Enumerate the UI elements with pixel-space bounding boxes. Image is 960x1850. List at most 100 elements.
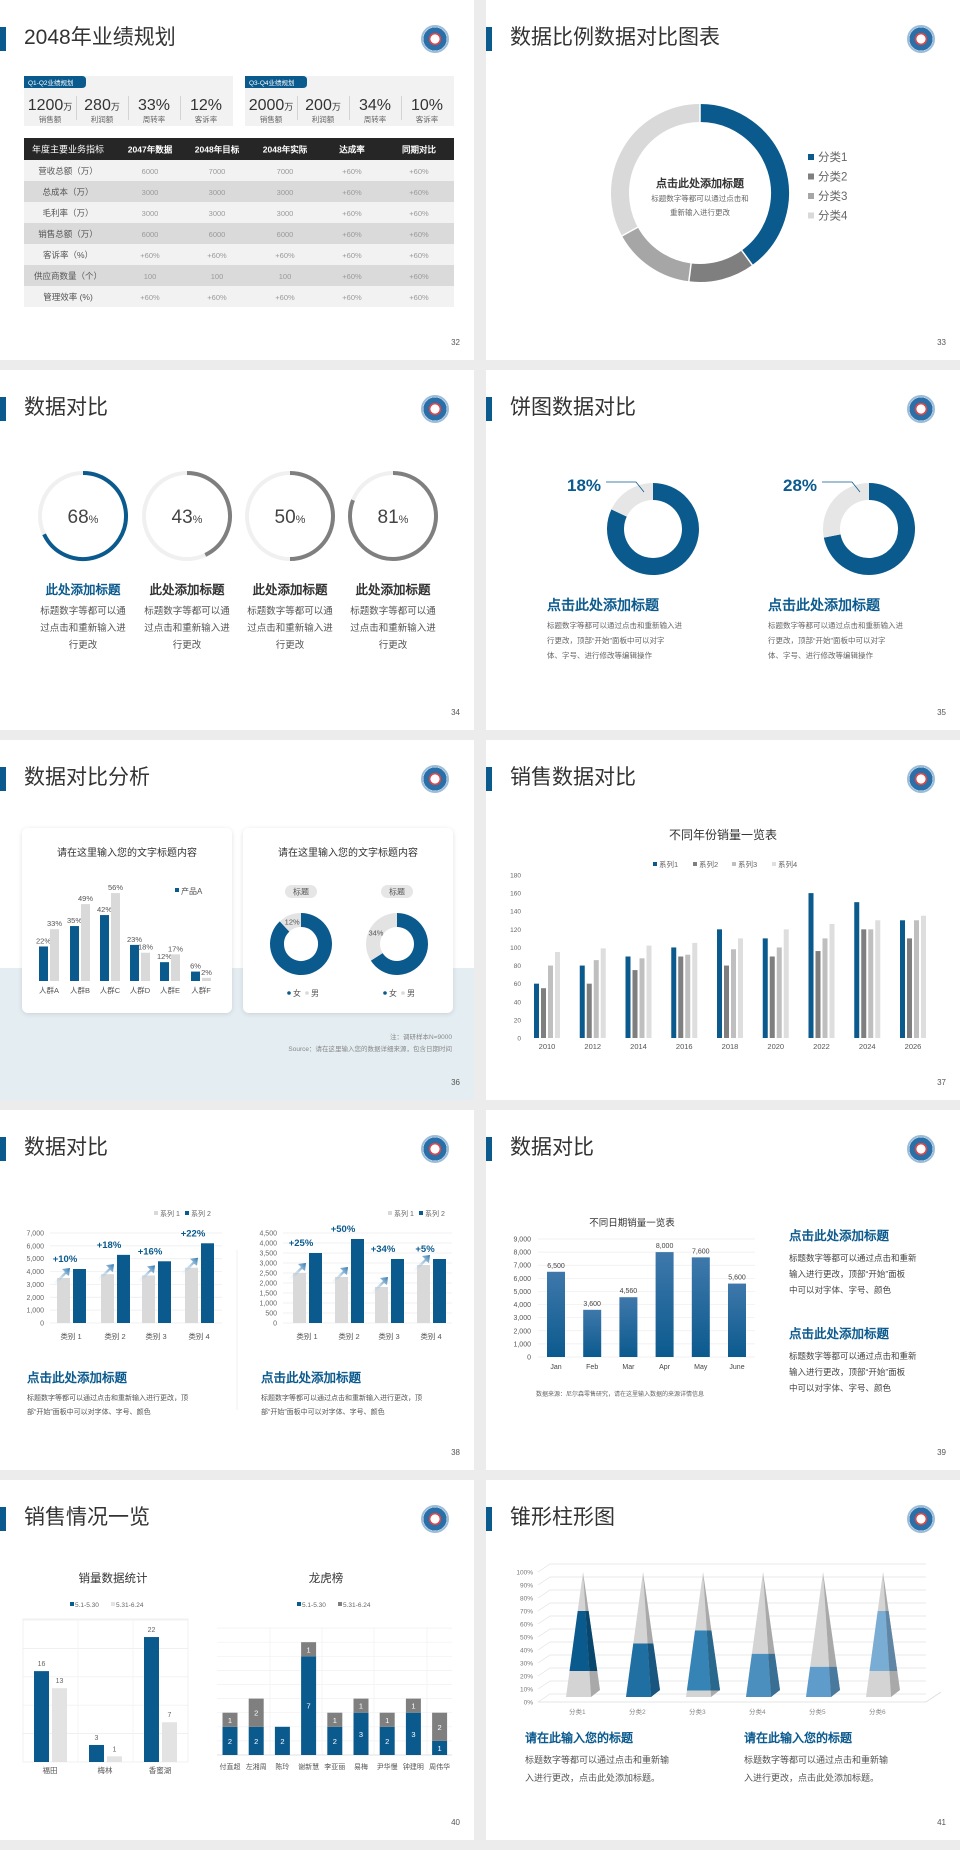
bar-data-label: 1 [113, 1746, 117, 1753]
slide-35[interactable]: 饼图数据对比 18% 点击此处添加标题 标题数字等都可以通过点击和重新输入进 行更改，顶… [486, 370, 960, 730]
slide-38[interactable]: 数据对比 0 1,000 2,000 3,000 4,000 5,000 6,000 7,000… [0, 1110, 474, 1470]
item-description: 体、字号、进行修改等编辑操作 [768, 650, 873, 660]
legend-swatch [808, 173, 814, 180]
gridline [537, 1680, 926, 1690]
table-cell: +60% [342, 251, 362, 260]
title-accent-bar [486, 27, 492, 51]
segment-label: 1 [228, 1716, 232, 1725]
cone-value-side [768, 1653, 780, 1697]
item-description: 过点击和重新输入进 [40, 622, 126, 634]
slide-37[interactable]: 销售数据对比 不同年份销量一览表 系列1 系列2 系列3 系列4 0 20 40 60 80 100 1… [486, 740, 960, 1100]
y-tick-label: 90% [520, 1583, 533, 1590]
page-number: 35 [937, 708, 946, 717]
stat-label: 客诉率 [195, 114, 218, 124]
stacked-bar-segment [432, 1712, 448, 1741]
page-number: 37 [937, 1078, 946, 1087]
growth-label: +18% [97, 1240, 122, 1251]
bar [160, 962, 169, 981]
slide-title: 数据对比 [24, 396, 108, 419]
legend-swatch [419, 1211, 423, 1215]
bar [130, 944, 139, 981]
plot-area [22, 1618, 189, 1763]
legend-label: 系列 2 [425, 1209, 445, 1218]
cone-value-side [706, 1630, 720, 1691]
slide-34[interactable]: 数据对比 68% 此处添加标题 标题数字等都可以通 过点击和重新输入进 行更改 43% 此处添… [0, 370, 474, 730]
logo-emblem-icon [421, 1135, 449, 1163]
y-tick-label: 2,000 [259, 1281, 277, 1288]
y-tick-label: 1,000 [513, 1341, 531, 1348]
slide-32[interactable]: 2048年业绩规划 Q1-Q2业绩规划 1200万 销售额 280万 利润额 33% 周转率 1… [0, 0, 474, 360]
bar [142, 1275, 155, 1323]
slide-33[interactable]: 数据比例数据对比图表 点击此处添加标题 标题数字等都可以通过点击和 重新输入进行更改 分… [486, 0, 960, 360]
cone-value-shade [585, 1611, 598, 1671]
table-cell: +60% [342, 188, 362, 197]
bar-data-label: 6,500 [547, 1263, 565, 1270]
page-number: 34 [451, 708, 460, 717]
bar-data-label: 22% [36, 936, 51, 945]
block-text: 部“开始”面板中可以对字体、字号、颜色 [27, 1407, 151, 1416]
bar [900, 920, 905, 1038]
donut-data-label: 12% [285, 918, 300, 927]
y-tick-label: 8,000 [513, 1250, 531, 1257]
progress-unit: % [296, 514, 306, 526]
bar [201, 1243, 214, 1323]
bar [875, 920, 881, 1038]
table-cell: +60% [342, 272, 362, 281]
slide-41[interactable]: 锥形柱形图 0% 10% 20% 30% 40% 50% 60% 70% 80% 90% 100% 分类… [486, 1480, 960, 1840]
y-tick-label: 2,500 [259, 1271, 277, 1278]
category-label: 类别 2 [338, 1331, 359, 1341]
category-label: 尹华慢 [377, 1762, 398, 1771]
legend-label: 5.31-6.24 [116, 1602, 144, 1609]
table-cell: +60% [409, 209, 429, 218]
stat-unit: 万 [332, 102, 341, 112]
table-row [24, 202, 454, 223]
cone-upper-front [806, 1572, 831, 1697]
item-title: 此处添加标题 [355, 582, 431, 597]
segment-label: 3 [411, 1730, 415, 1739]
legend-dot [287, 991, 291, 995]
card-title: 请在这里输入您的文字标题内容 [278, 846, 418, 859]
bar [907, 938, 912, 1038]
segment-separator [687, 262, 692, 283]
table-cell: 3000 [142, 209, 159, 218]
item-description: 标题数字等都可以通 [350, 605, 436, 617]
y-tick-label: 2,000 [513, 1328, 531, 1335]
y-tick-label: 2,000 [26, 1295, 44, 1302]
stat-divider [128, 96, 129, 120]
cone-value-shade [885, 1611, 898, 1671]
y-tick-label: 0% [524, 1700, 534, 1707]
legend-label: 分类1 [818, 150, 847, 164]
bar-data-label: 56% [108, 883, 123, 892]
legend-swatch [175, 888, 179, 892]
progress-ring-fill [42, 471, 128, 561]
page-number: 38 [451, 1448, 460, 1457]
item-description: 行更改 [69, 639, 98, 651]
table-cell: 管理效率 (%) [43, 292, 93, 302]
cone-value-front [686, 1630, 711, 1691]
category-label: 李亚丽 [324, 1762, 345, 1771]
slide-36[interactable]: 数据对比分析 请在这里输入您的文字标题内容 请在这里输入您的文字标题内容 22% 33%… [0, 740, 474, 1100]
bar [691, 1257, 710, 1357]
slide-40[interactable]: 销售情况一览 销量数据统计 5.1-5.30 5.31-6.24 16 13 福田 3 1 梅林 2… [0, 1480, 474, 1840]
slide-39[interactable]: 数据对比 不同日期销量一览表 0 1,000 2,000 3,000 4,000 5,000 6… [486, 1110, 960, 1470]
stacked-bar-segment [327, 1712, 343, 1727]
bar-data-label: 5,600 [728, 1275, 746, 1282]
y-tick-label: 1,000 [259, 1301, 277, 1308]
bar [52, 1688, 67, 1762]
block-title: 点击此处添加标题 [789, 1326, 890, 1341]
y-tick-label: 80 [514, 963, 522, 970]
block-title: 请在此输入您的标题 [525, 1730, 634, 1745]
donut-segment-female [370, 913, 428, 975]
donut-segment [688, 250, 753, 282]
category-label: 梅林 [98, 1765, 113, 1775]
stat-group-tag [245, 76, 307, 88]
bar [921, 915, 926, 1038]
donut-segment [611, 104, 701, 236]
slide-content: Q1-Q2业绩规划1200万销售额280万利润额33%周转率12%客诉率Q3-Q… [24, 76, 454, 307]
bar [593, 960, 599, 1038]
category-label: 谢新慧 [298, 1762, 319, 1771]
table-cell: 100 [279, 272, 292, 281]
growth-arrow-icon [137, 1265, 155, 1284]
cone-value-side [647, 1643, 660, 1697]
bar [34, 1671, 49, 1762]
